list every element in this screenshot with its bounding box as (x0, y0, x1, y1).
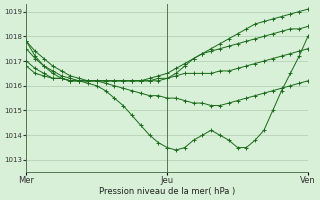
X-axis label: Pression niveau de la mer( hPa ): Pression niveau de la mer( hPa ) (99, 187, 235, 196)
